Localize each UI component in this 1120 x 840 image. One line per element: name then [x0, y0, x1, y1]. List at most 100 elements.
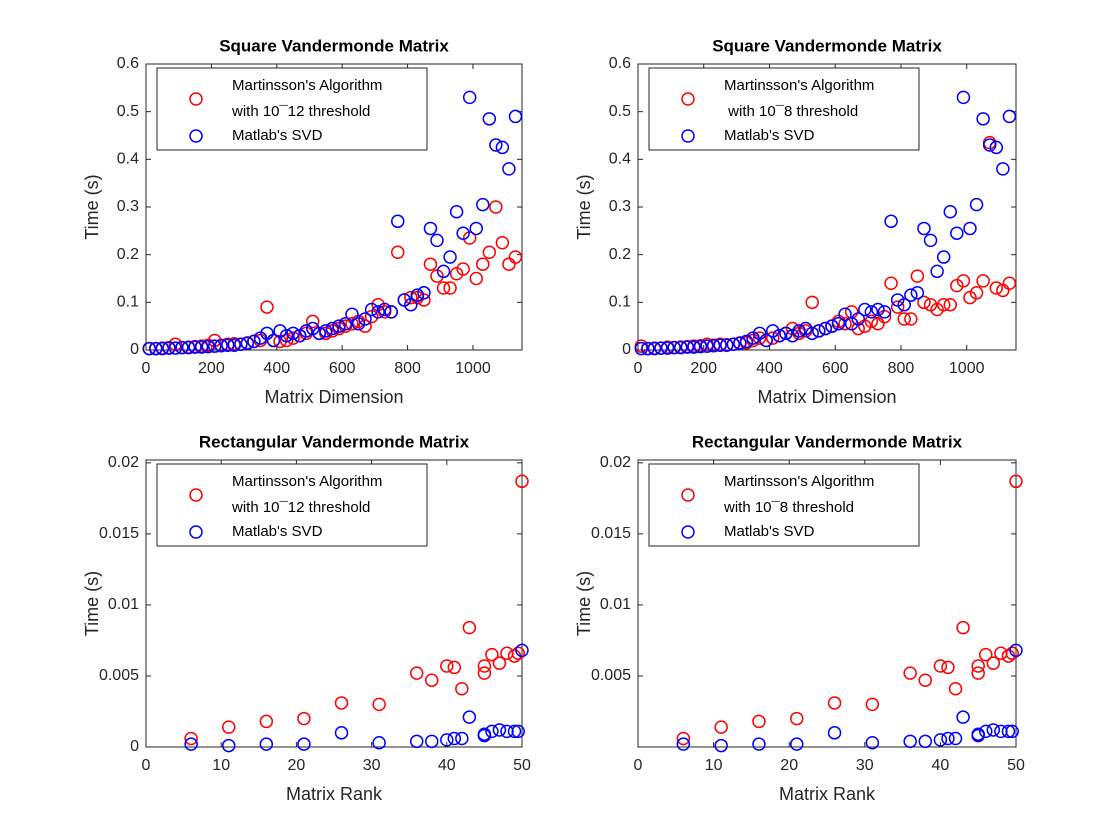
data-point	[511, 646, 525, 660]
x-tick-label: 50	[1007, 757, 1025, 774]
legend-marker	[681, 525, 695, 539]
data-point	[903, 734, 917, 749]
y-tick-label: 0.6	[117, 55, 139, 72]
y-tick-label: 0.005	[99, 667, 139, 684]
legend-label: Matlab's SVD	[232, 523, 323, 540]
x-tick-label: 0	[142, 757, 151, 774]
data-point	[979, 647, 993, 662]
data-point	[897, 297, 911, 312]
y-tick-label: 0.02	[108, 454, 139, 471]
data-point	[971, 666, 985, 680]
data-point	[417, 286, 431, 300]
data-point	[726, 337, 741, 352]
legend: Martinsson's Algorithm with 10¯12 thresho…	[156, 67, 428, 151]
data-point	[371, 305, 385, 319]
data-point	[634, 341, 649, 356]
data-point	[372, 697, 386, 712]
data-point	[447, 660, 462, 675]
x-tick-label: 30	[363, 757, 381, 774]
data-point	[986, 656, 1001, 670]
data-point	[477, 666, 492, 680]
data-point	[404, 290, 418, 305]
y-tick-label: 0	[130, 341, 139, 358]
data-point	[805, 326, 819, 341]
data-point	[162, 341, 176, 355]
y-tick-label: 0.3	[609, 198, 631, 215]
data-point	[943, 297, 958, 312]
data-point	[358, 312, 372, 326]
data-point	[492, 723, 507, 737]
x-axis-label: Matrix Dimension	[757, 387, 896, 407]
x-axis-label: Matrix Dimension	[264, 387, 403, 407]
data-point	[502, 162, 516, 176]
data-point	[508, 109, 523, 124]
data-point	[469, 271, 483, 286]
data-point	[956, 620, 970, 635]
data-point	[462, 710, 477, 724]
data-point	[443, 281, 457, 295]
data-point	[489, 138, 503, 152]
data-point	[1009, 643, 1023, 658]
data-point	[805, 295, 819, 310]
data-point	[384, 305, 398, 319]
data-point	[904, 288, 918, 302]
data-point	[956, 274, 971, 288]
y-axis-label: Time (s)	[574, 571, 594, 636]
data-point	[449, 205, 464, 219]
data-point	[733, 336, 747, 351]
data-point	[305, 314, 320, 329]
x-tick-label: 50	[513, 757, 531, 774]
data-point	[667, 340, 681, 355]
legend-label: Martinsson's Algorithm with 10¯12 thresho…	[231, 77, 382, 120]
x-tick-label: 200	[198, 360, 225, 377]
data-point	[455, 731, 469, 746]
data-point	[462, 90, 477, 105]
data-point	[377, 302, 392, 317]
data-point	[410, 288, 425, 302]
x-axis-label: Matrix Rank	[779, 784, 876, 804]
data-point	[462, 620, 477, 635]
data-point	[319, 324, 333, 338]
data-point	[838, 317, 852, 331]
data-point	[956, 90, 971, 105]
y-tick-label: 0.5	[117, 103, 139, 120]
data-point	[976, 112, 990, 126]
data-point	[948, 681, 963, 696]
data-point	[687, 340, 701, 354]
data-point	[1001, 724, 1016, 739]
y-tick-label: 0.01	[108, 596, 139, 613]
data-point	[477, 659, 492, 673]
data-point	[447, 731, 462, 746]
chart-title: Rectangular Vandermonde Matrix	[199, 432, 470, 451]
data-point	[286, 326, 300, 341]
x-tick-label: 200	[690, 360, 717, 377]
data-point	[142, 341, 157, 356]
data-point	[489, 200, 503, 214]
data-point	[312, 326, 327, 341]
data-point	[890, 300, 905, 314]
chart-title: Square Vandermonde Matrix	[219, 36, 449, 55]
data-point	[297, 711, 311, 726]
y-axis-label: Time (s)	[574, 174, 594, 239]
data-point	[456, 262, 470, 276]
y-axis-label: Time (s)	[82, 174, 102, 239]
data-point	[871, 302, 885, 317]
data-point	[334, 696, 349, 710]
data-point	[933, 733, 948, 747]
legend-marker	[681, 129, 695, 143]
data-point	[739, 334, 754, 349]
legend: Martinsson's Algorithm with 10¯8 threshol…	[648, 463, 920, 547]
data-point	[986, 723, 1001, 737]
data-point	[851, 312, 865, 326]
data-point	[930, 264, 944, 279]
data-point	[865, 697, 880, 712]
y-tick-label: 0.01	[600, 596, 631, 613]
data-point	[676, 737, 691, 751]
data-point	[440, 733, 454, 747]
y-tick-label: 0.2	[609, 246, 631, 263]
data-point	[714, 720, 728, 734]
data-point	[956, 710, 970, 724]
legend-label: Martinsson's Algorithm with 10¯8 thresho…	[724, 77, 874, 120]
data-point	[706, 338, 721, 353]
